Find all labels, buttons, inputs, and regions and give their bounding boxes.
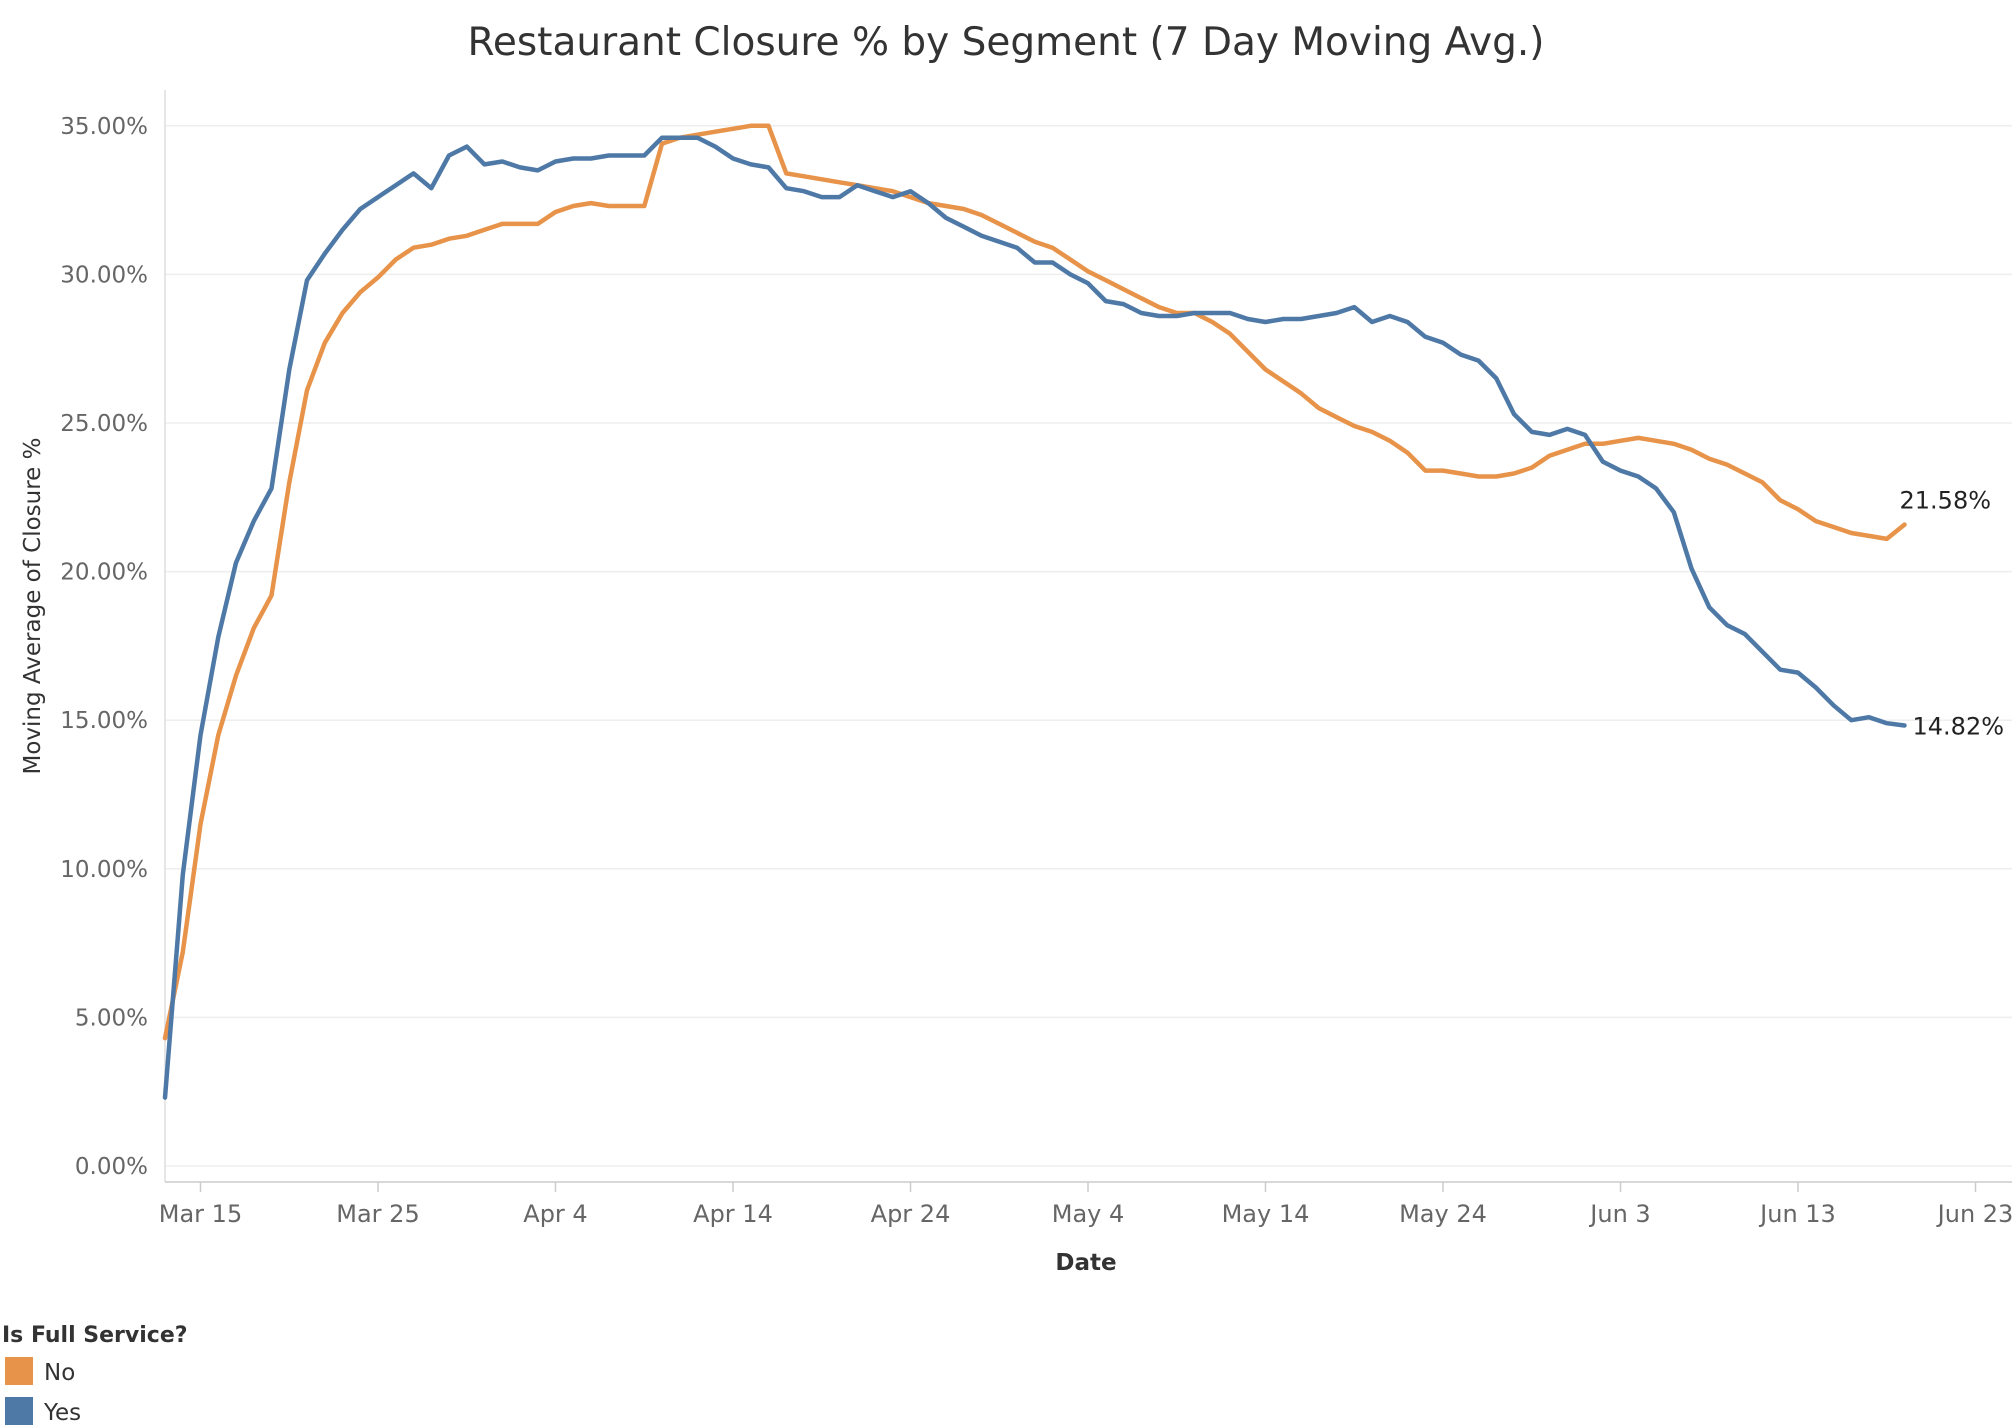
legend-swatch-no <box>5 1357 33 1385</box>
y-tick-label: 5.00% <box>75 1005 148 1031</box>
x-tick-label: May 24 <box>1399 1200 1487 1228</box>
x-tick-label: Apr 4 <box>523 1200 587 1228</box>
series-lines <box>162 123 1907 1100</box>
x-tick-label: Jun 23 <box>1936 1200 2012 1228</box>
legend-label-yes: Yes <box>43 1400 81 1426</box>
end-label-yes: 14.82% <box>1913 713 2005 741</box>
x-tick-label: Jun 3 <box>1588 1200 1650 1228</box>
series-line-yes <box>162 135 1907 1100</box>
y-tick-label: 10.00% <box>60 857 148 883</box>
y-axis-ticks: 0.00% 5.00% 10.00% 15.00% 20.00% 25.00% 30.00%… <box>60 114 148 1180</box>
chart-title: Restaurant Closure % by Segment (7 Day M… <box>468 20 1545 65</box>
x-tick-label: Mar 25 <box>336 1200 419 1228</box>
legend-title: Is Full Service? <box>2 1323 188 1348</box>
legend-items: No Yes <box>5 1357 81 1426</box>
gridlines <box>165 125 2012 1167</box>
series-line-no <box>162 123 1907 1041</box>
x-tick-label: Jun 13 <box>1758 1200 1836 1228</box>
x-axis-ticks: Mar 15 Mar 25 Apr 4 Apr 14 Apr 24 May 4 May 14… <box>159 1182 2012 1228</box>
x-tick-label: Mar 15 <box>159 1200 242 1228</box>
x-tick-label: May 14 <box>1222 1200 1310 1228</box>
x-tick-label: Apr 14 <box>693 1200 773 1228</box>
x-tick-label: Apr 24 <box>871 1200 951 1228</box>
x-axis-label: Date <box>1055 1250 1116 1276</box>
y-tick-label: 35.00% <box>60 114 148 140</box>
y-tick-label: 30.00% <box>60 262 148 288</box>
y-axis-label: Moving Average of Closure % <box>20 438 46 775</box>
y-tick-label: 25.00% <box>60 411 148 437</box>
end-labels: 21.58% 14.82% <box>1900 487 2005 741</box>
legend-label-no: No <box>44 1360 75 1386</box>
y-tick-label: 15.00% <box>60 708 148 734</box>
y-tick-label: 0.00% <box>75 1154 148 1180</box>
legend: Is Full Service? No Yes <box>2 1323 188 1426</box>
x-tick-label: May 4 <box>1052 1200 1125 1228</box>
axes <box>164 90 2012 1183</box>
end-label-no: 21.58% <box>1900 487 1992 515</box>
y-tick-label: 20.00% <box>60 560 148 586</box>
legend-swatch-yes <box>5 1397 33 1425</box>
